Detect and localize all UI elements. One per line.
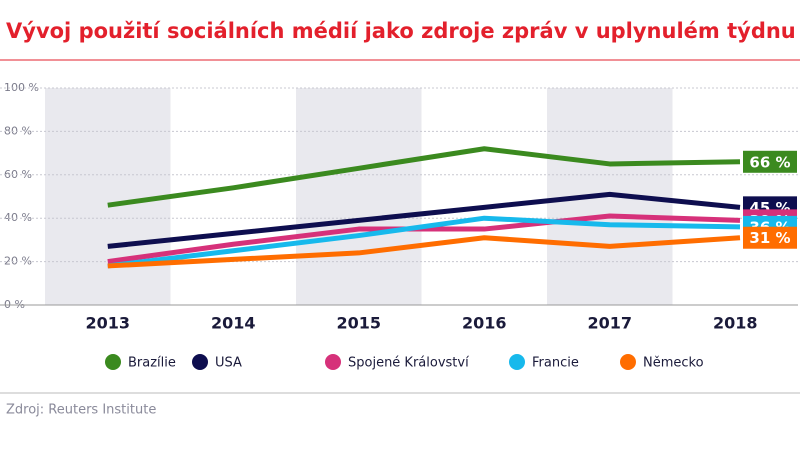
x-tick-label: 2013 xyxy=(85,314,130,333)
legend-label: Francie xyxy=(532,356,579,371)
value-label: 66 % xyxy=(749,153,790,171)
source: Zdroj: Reuters Institute xyxy=(6,403,156,418)
x-tick-label: 2015 xyxy=(336,314,381,333)
x-tick-label: 2017 xyxy=(587,314,632,333)
legend-swatch xyxy=(325,354,341,370)
x-tick-label: 2016 xyxy=(462,314,507,333)
value-label-box xyxy=(743,226,797,249)
column-band xyxy=(296,88,422,305)
series-line xyxy=(107,191,741,249)
legend-swatch xyxy=(620,354,636,370)
legend-swatch xyxy=(509,354,525,370)
value-label-box xyxy=(743,150,797,173)
legend-label: Brazílie xyxy=(128,356,176,371)
series-line xyxy=(107,215,741,269)
legend-label: Spojené Království xyxy=(348,356,469,371)
legend-label: Německo xyxy=(643,356,704,371)
column-band xyxy=(45,88,171,305)
x-tick-label: 2014 xyxy=(211,314,256,333)
series-line xyxy=(107,146,741,208)
chart-title: Vývoj použití sociálních médií jako zdro… xyxy=(6,19,796,43)
value-label: 31 % xyxy=(749,229,790,247)
legend-swatch xyxy=(192,354,208,370)
legend-label: USA xyxy=(215,356,242,371)
legend-swatch xyxy=(105,354,121,370)
x-tick-label: 2018 xyxy=(713,314,758,333)
series-line xyxy=(107,235,741,269)
